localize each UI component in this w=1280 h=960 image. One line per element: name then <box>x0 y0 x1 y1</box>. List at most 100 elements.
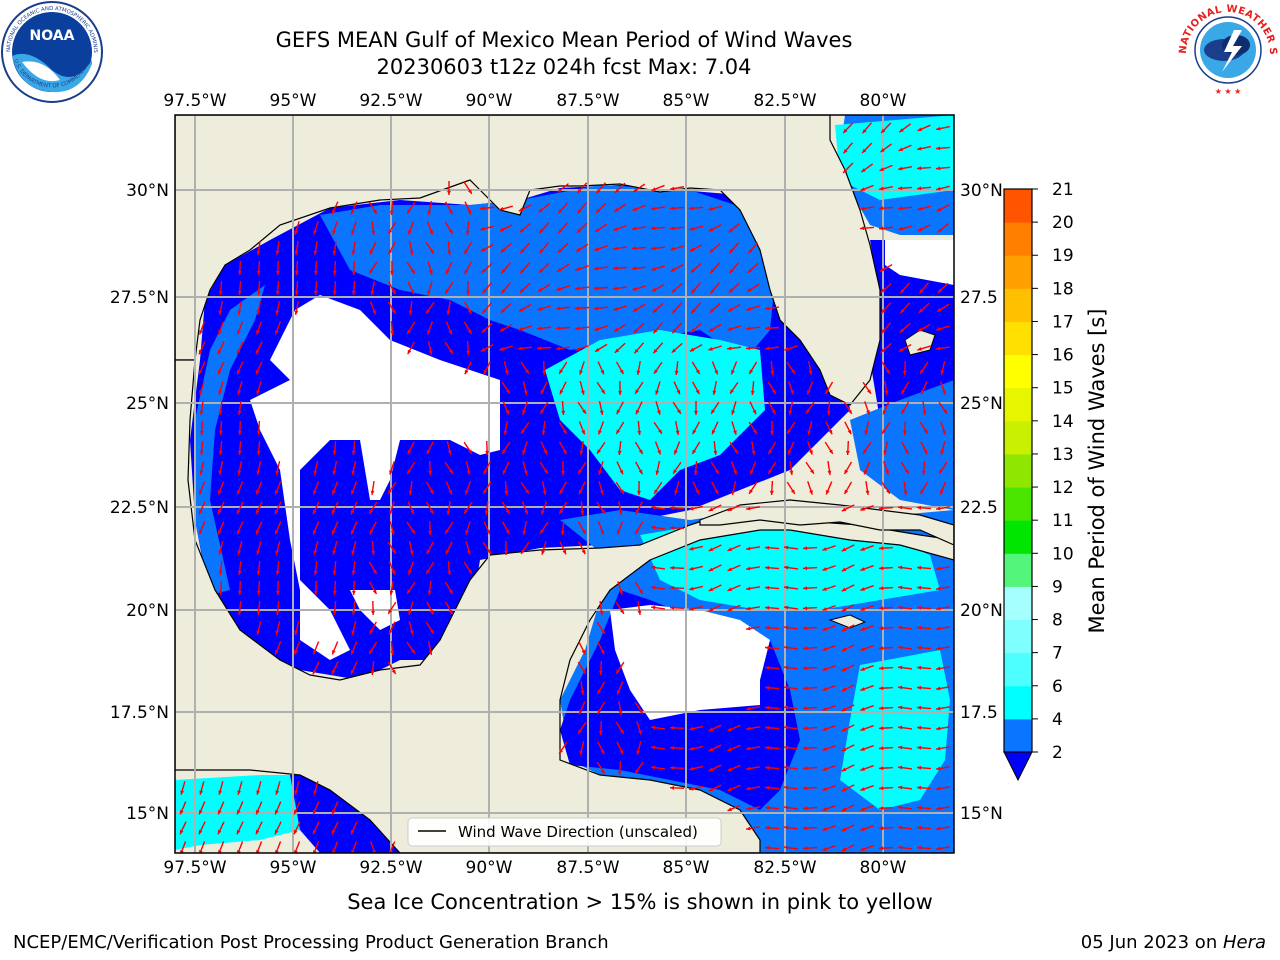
wind-wave-arrowhead <box>540 389 545 395</box>
wind-wave-arrowhead <box>371 230 376 235</box>
wind-wave-arrowhead <box>369 509 374 514</box>
wind-wave-arrowhead <box>597 449 601 454</box>
wind-wave-arrowhead <box>936 666 941 671</box>
wind-wave-arrowhead <box>653 348 658 354</box>
wind-wave-arrowhead <box>581 549 586 555</box>
wind-wave-arrowhead <box>860 787 865 791</box>
wind-wave-arrowhead <box>879 506 884 511</box>
wind-wave-arrowhead <box>898 745 903 750</box>
wind-wave-arrowhead <box>407 469 412 474</box>
wind-wave-arrowhead <box>655 390 660 395</box>
wind-wave-arrowhead <box>351 230 355 235</box>
wind-wave-arrowhead <box>237 450 242 455</box>
wind-wave-arrowhead <box>601 509 605 514</box>
wind-wave-arrowhead <box>332 290 337 295</box>
wind-wave-arrowhead <box>408 310 413 315</box>
wind-wave-arrowhead <box>784 605 789 610</box>
wind-wave-arrowhead <box>727 747 733 751</box>
wind-wave-arrowhead <box>936 646 941 651</box>
wind-wave-arrowhead <box>237 790 242 795</box>
wind-wave-arrowhead <box>294 630 299 635</box>
wind-wave-arrowhead <box>635 769 639 774</box>
wind-wave-arrowhead <box>898 206 903 211</box>
wind-wave-arrowhead <box>580 390 585 395</box>
wind-wave-arrowhead <box>256 330 260 335</box>
wind-wave-arrowhead <box>313 270 318 275</box>
wind-wave-arrowhead <box>537 287 543 292</box>
wind-wave-arrowhead <box>651 725 656 730</box>
wind-wave-arrowhead <box>711 429 716 435</box>
wind-wave-arrowhead <box>370 490 375 495</box>
wind-wave-arrowhead <box>860 727 865 731</box>
wind-wave-arrowhead <box>256 590 261 595</box>
wind-wave-arrowhead <box>594 306 599 311</box>
wind-wave-arrowhead <box>860 687 865 691</box>
wind-wave-arrowhead <box>654 369 658 374</box>
wind-wave-arrowhead <box>519 288 525 293</box>
wind-wave-arrowhead <box>256 310 261 315</box>
wind-wave-arrowhead <box>464 509 468 514</box>
wind-wave-arrowhead <box>844 489 849 495</box>
wind-wave-arrowhead <box>614 208 619 212</box>
wind-wave-arrowhead <box>635 529 640 534</box>
wind-wave-arrowhead <box>237 290 242 295</box>
wind-wave-arrowhead <box>539 248 544 254</box>
wind-wave-arrowhead <box>692 449 697 454</box>
wind-wave-arrowhead <box>651 745 656 750</box>
wind-wave-arrowhead <box>822 807 827 811</box>
lat-label-left: 25°N <box>126 394 169 414</box>
wind-wave-arrowhead <box>828 429 833 435</box>
colorbar-tick-label: 21 <box>1052 180 1074 200</box>
wind-wave-arrowhead <box>638 589 643 594</box>
wind-wave-arrowhead <box>898 725 903 730</box>
wind-wave-arrowhead <box>180 809 184 815</box>
wind-wave-arrowhead <box>841 767 847 772</box>
wind-wave-arrowhead <box>788 449 792 455</box>
lat-label-left: 22.5°N <box>110 498 169 518</box>
wind-wave-arrowhead <box>557 248 563 253</box>
wind-wave-arrowhead <box>332 230 336 235</box>
wind-wave-arrowhead <box>576 247 581 252</box>
wind-wave-arrowhead <box>617 770 622 775</box>
wind-wave-arrowhead <box>449 469 453 474</box>
wind-wave-arrowhead <box>917 146 922 151</box>
wind-wave-arrowhead <box>577 188 582 194</box>
gulf-west-2to4-region <box>195 285 265 595</box>
colorbar-segment <box>1004 189 1032 223</box>
wind-wave-arrowhead <box>708 227 714 232</box>
wind-wave-arrowhead <box>636 750 641 755</box>
wind-wave-arrowhead <box>581 669 586 674</box>
wind-wave-arrowhead <box>860 827 865 831</box>
wind-wave-arrowhead <box>936 346 941 351</box>
lon-label-top: 97.5°W <box>163 91 226 111</box>
wind-wave-arrowhead <box>562 429 567 435</box>
graticule <box>175 115 954 853</box>
wind-wave-arrowhead <box>313 649 317 655</box>
wind-wave-arrowhead <box>923 429 928 434</box>
wind-wave-arrowhead <box>351 290 356 295</box>
wind-wave-arrowhead <box>483 489 488 494</box>
wind-wave-arrowhead <box>695 489 700 495</box>
masked-area-florida <box>885 240 954 285</box>
wind-wave-arrowhead <box>765 845 770 850</box>
wind-wave-arrowhead <box>579 750 584 755</box>
wind-wave-arrowhead <box>765 805 770 810</box>
wind-wave-arrowhead <box>408 490 413 495</box>
wind-wave-arrowhead <box>467 189 472 194</box>
wind-wave-arrowhead <box>636 370 641 375</box>
wind-wave-arrowhead <box>693 470 698 475</box>
wind-wave-arrowhead <box>556 346 561 351</box>
wind-wave-arrowhead <box>860 767 865 771</box>
wind-wave-arrowhead <box>369 629 374 635</box>
wind-wave-arrowhead <box>860 607 865 611</box>
wind-wave-arrowhead <box>504 370 509 375</box>
wind-wave-arrowhead <box>689 226 694 231</box>
wind-wave-arrowhead <box>689 347 695 352</box>
wind-wave-arrowhead <box>372 569 377 575</box>
wind-wave-arrowhead <box>917 665 922 670</box>
wind-wave-arrowhead <box>847 429 852 435</box>
wind-wave-arrowhead <box>389 590 394 595</box>
wind-wave-arrowhead <box>822 727 827 731</box>
wind-wave-arrowhead <box>790 489 795 494</box>
